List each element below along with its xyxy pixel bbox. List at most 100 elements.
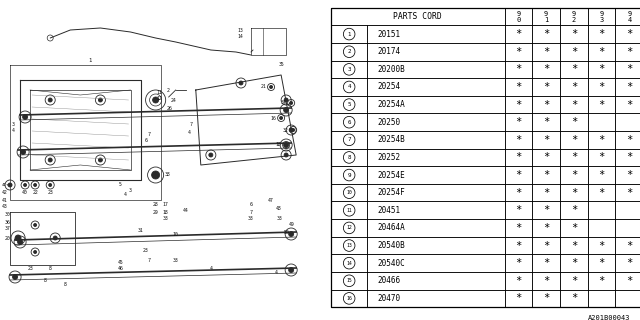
Bar	[616, 166, 640, 184]
Circle shape	[34, 251, 36, 253]
Bar	[532, 78, 560, 96]
Circle shape	[13, 275, 17, 279]
Bar	[331, 184, 367, 202]
Bar	[504, 8, 532, 25]
Bar	[560, 25, 588, 43]
Text: *: *	[543, 170, 549, 180]
Bar	[504, 60, 532, 78]
Text: 23: 23	[28, 266, 33, 270]
Bar	[588, 184, 616, 202]
Text: *: *	[598, 135, 605, 145]
Bar	[331, 25, 367, 43]
Bar	[588, 202, 616, 219]
Text: *: *	[543, 152, 549, 163]
Bar	[560, 113, 588, 131]
Circle shape	[290, 101, 292, 105]
Bar	[532, 43, 560, 60]
Text: 7: 7	[348, 137, 351, 142]
Text: 20254B: 20254B	[377, 135, 405, 144]
Bar	[532, 96, 560, 113]
Text: *: *	[598, 64, 605, 74]
Circle shape	[269, 85, 273, 89]
Text: 20254F: 20254F	[377, 188, 405, 197]
Bar	[532, 219, 560, 237]
Bar	[588, 96, 616, 113]
Text: 5: 5	[348, 102, 351, 107]
Text: 4: 4	[348, 84, 351, 90]
Bar	[560, 131, 588, 148]
Text: 16: 16	[346, 296, 352, 301]
Text: *: *	[626, 47, 632, 57]
Text: 2: 2	[166, 87, 169, 92]
Bar	[560, 202, 588, 219]
Text: 4: 4	[12, 127, 15, 132]
Bar	[588, 78, 616, 96]
Text: 48: 48	[276, 205, 282, 211]
Bar	[560, 254, 588, 272]
Text: *: *	[571, 29, 577, 39]
Bar	[504, 113, 532, 131]
Text: 20: 20	[5, 236, 11, 241]
Circle shape	[284, 98, 288, 102]
Bar	[367, 78, 504, 96]
Bar	[616, 131, 640, 148]
Text: 50: 50	[284, 229, 289, 235]
Text: 20254E: 20254E	[377, 171, 405, 180]
Bar	[367, 202, 504, 219]
Text: *: *	[515, 223, 522, 233]
Text: 3: 3	[129, 188, 132, 193]
Text: *: *	[571, 258, 577, 268]
Bar	[331, 113, 367, 131]
Text: 9
2: 9 2	[572, 11, 576, 23]
Text: PARTS CORD: PARTS CORD	[394, 12, 442, 21]
Bar	[367, 43, 504, 60]
Bar	[616, 96, 640, 113]
Text: *: *	[571, 276, 577, 286]
Text: *: *	[626, 100, 632, 109]
Text: *: *	[598, 82, 605, 92]
Bar	[532, 113, 560, 131]
Circle shape	[239, 81, 243, 85]
Text: *: *	[571, 117, 577, 127]
Text: 7: 7	[147, 132, 150, 138]
Text: 29: 29	[153, 210, 159, 214]
Bar	[367, 25, 504, 43]
Bar	[367, 219, 504, 237]
Circle shape	[284, 108, 289, 113]
Circle shape	[284, 142, 289, 148]
Bar	[560, 166, 588, 184]
Bar	[532, 237, 560, 254]
Bar	[504, 131, 532, 148]
Text: *: *	[598, 100, 605, 109]
Text: *: *	[571, 188, 577, 198]
Bar	[367, 96, 504, 113]
Text: *: *	[515, 135, 522, 145]
Text: 18: 18	[163, 210, 168, 214]
Text: 41: 41	[2, 197, 8, 203]
Text: 15: 15	[346, 278, 352, 283]
Text: *: *	[626, 152, 632, 163]
Text: 20254: 20254	[377, 83, 400, 92]
Bar	[616, 8, 640, 25]
Text: *: *	[543, 47, 549, 57]
Text: *: *	[515, 47, 522, 57]
Text: 4: 4	[188, 130, 190, 134]
Bar	[588, 272, 616, 290]
Text: 14: 14	[346, 261, 352, 266]
Bar	[532, 25, 560, 43]
Text: 3: 3	[348, 67, 351, 72]
Text: 20252: 20252	[377, 153, 400, 162]
Circle shape	[152, 171, 159, 179]
Text: *: *	[598, 170, 605, 180]
Text: 3: 3	[12, 123, 15, 127]
Bar	[616, 202, 640, 219]
Bar	[331, 78, 367, 96]
Text: *: *	[515, 82, 522, 92]
Bar	[504, 166, 532, 184]
Text: *: *	[626, 241, 632, 251]
Text: *: *	[515, 241, 522, 251]
Bar	[616, 113, 640, 131]
Text: *: *	[515, 170, 522, 180]
Text: *: *	[571, 135, 577, 145]
Bar	[331, 272, 367, 290]
